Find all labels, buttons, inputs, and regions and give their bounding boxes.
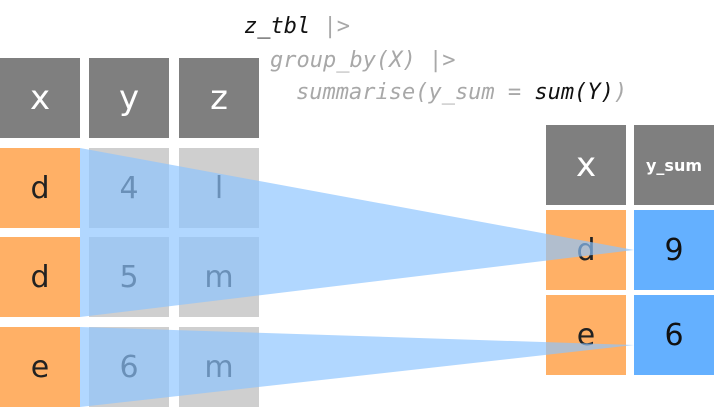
input-row3-x: e <box>0 327 80 407</box>
code-close-paren: ) <box>613 80 628 105</box>
code-table-name: z_tbl <box>244 14 311 39</box>
code-line-2: group_by(X) |> <box>270 48 455 73</box>
code-pipe-2: |> <box>415 48 456 73</box>
output-header-x: x <box>546 125 626 205</box>
code-group-by: group_by(X) <box>270 48 416 73</box>
input-row1-x: d <box>0 148 80 228</box>
input-header-x: x <box>0 58 80 138</box>
output-header-y-sum: y_sum <box>634 125 714 205</box>
output-row2-y-sum: 6 <box>634 295 714 375</box>
output-row1-y-sum: 9 <box>634 210 714 290</box>
output-row2-x: e <box>546 295 626 375</box>
wedge-group-d <box>80 148 634 317</box>
code-line-1: z_tbl |> <box>244 14 350 39</box>
code-pipe-1: |> <box>310 14 350 39</box>
wedge-group-e <box>80 327 634 407</box>
input-header-y: y <box>89 58 169 138</box>
code-sum-func: sum(Y) <box>534 80 614 105</box>
input-row2-x: d <box>0 237 80 317</box>
code-summarise: summarise(y_sum = <box>296 80 535 105</box>
input-header-z: z <box>179 58 259 138</box>
code-line-3: summarise(y_sum = sum(Y)) <box>296 80 627 105</box>
